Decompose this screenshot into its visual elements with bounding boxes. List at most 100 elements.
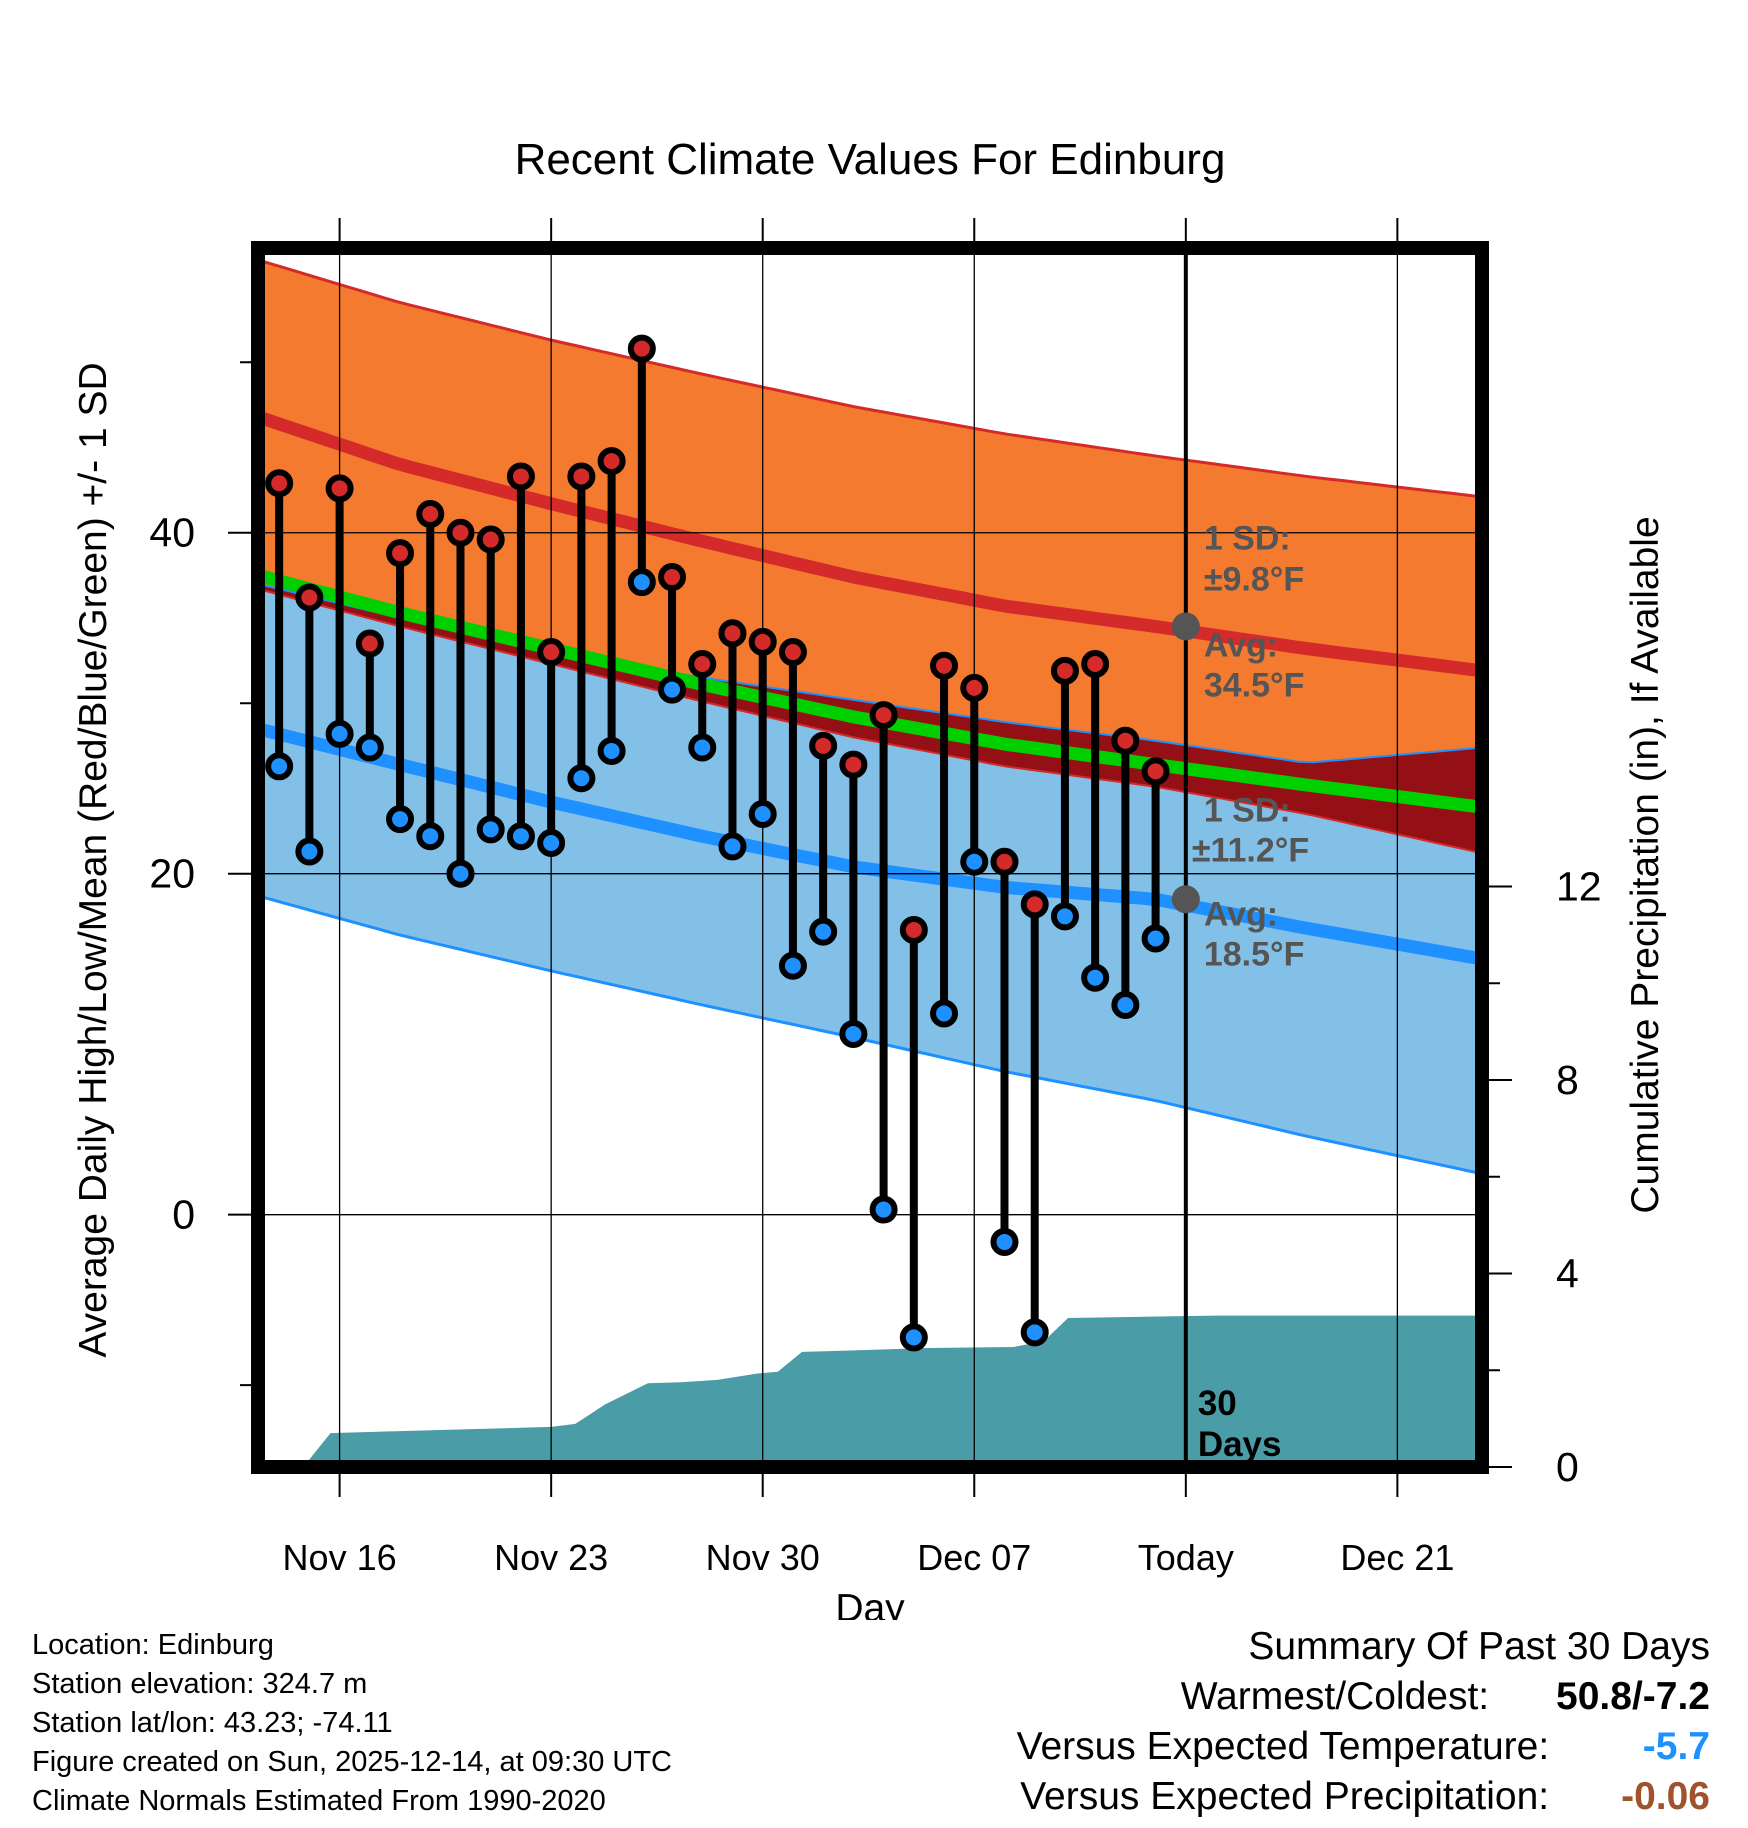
obs-high-point — [416, 499, 445, 528]
y2-tick-label: 12 — [1556, 864, 1602, 910]
obs-low-point — [597, 736, 626, 765]
obs-low-point — [627, 568, 656, 597]
obs-low-point — [476, 815, 505, 844]
obs-low-point — [1111, 990, 1140, 1019]
low-avg-value: 18.5°F — [1204, 935, 1305, 973]
obs-high-point — [386, 539, 415, 568]
high-avg-value: 34.5°F — [1204, 666, 1305, 704]
x-tick-label: Nov 16 — [283, 1537, 397, 1578]
temp-label: Versus Expected Temperature: — [1016, 1725, 1550, 1768]
obs-low-point — [809, 917, 838, 946]
obs-high-point — [265, 469, 294, 498]
created-text: Figure created on Sun, 2025-12-14, at 09… — [32, 1746, 672, 1778]
obs-high-point — [355, 629, 384, 658]
obs-low-point — [839, 1019, 868, 1048]
obs-high-point — [476, 525, 505, 554]
low-lower-sd-line — [258, 894, 1482, 1176]
obs-low-point — [567, 764, 596, 793]
obs-high-point — [839, 750, 868, 779]
obs-high-point — [658, 563, 687, 592]
high-sd-band — [258, 259, 1482, 763]
y-axis-label: Average Daily High/Low/Mean (Red/Blue/Gr… — [72, 362, 115, 1357]
precip-label: Versus Expected Precipitation: — [1020, 1775, 1550, 1818]
obs-high-point — [930, 651, 959, 680]
obs-low-point — [1141, 924, 1170, 953]
obs-high-point — [748, 627, 777, 656]
obs-low-point — [537, 829, 566, 858]
obs-low-point — [899, 1323, 928, 1352]
elevation-text: Station elevation: 324.7 m — [32, 1668, 368, 1700]
x-tick-label: Dec 07 — [917, 1537, 1031, 1578]
obs-high-point — [869, 701, 898, 730]
station-info: Location: Edinburg Station elevation: 32… — [32, 1626, 672, 1821]
axes: Nov 16 Nov 23 Nov 30 Dec 07 Today Dec 2102040… — [149, 218, 1602, 1578]
obs-low-point — [1050, 902, 1079, 931]
high-sd-value: ±9.8°F — [1204, 560, 1304, 598]
obs-high-point — [627, 334, 656, 363]
obs-low-point — [446, 859, 475, 888]
obs-low-point — [265, 752, 294, 781]
summary-precip-row: Versus Expected Precipitation: -0.06 — [1017, 1772, 1710, 1822]
obs-low-point — [658, 675, 687, 704]
high-sd-label: 1 SD: — [1204, 519, 1291, 557]
high-avg-marker — [1171, 612, 1200, 641]
obs-low-point — [960, 847, 989, 876]
obs-high-point — [1050, 656, 1079, 685]
obs-low-point — [930, 999, 959, 1028]
obs-high-point — [1111, 726, 1140, 755]
summary-panel: Summary Of Past 30 Days Warmest/Coldest:… — [1017, 1622, 1710, 1822]
obs-high-point — [325, 474, 354, 503]
obs-high-point — [718, 619, 747, 648]
obs-low-point — [506, 822, 535, 851]
latlon-text: Station lat/lon: 43.23; -74.11 — [32, 1707, 393, 1739]
y-tick-label: 0 — [172, 1192, 195, 1238]
chart-title: Recent Climate Values For Edinburg — [515, 135, 1226, 184]
obs-high-point — [506, 462, 535, 491]
obs-high-point — [778, 638, 807, 667]
precip-value: -0.06 — [1621, 1775, 1710, 1818]
obs-high-point — [597, 447, 626, 476]
summary-title: Summary Of Past 30 Days — [1248, 1625, 1710, 1668]
low-sd-label: 1 SD: — [1204, 791, 1291, 829]
plot-area — [258, 258, 1482, 1467]
obs-high-point — [1020, 890, 1049, 919]
obs-low-point — [990, 1227, 1019, 1256]
obs-low-point — [778, 951, 807, 980]
low-sd-band — [258, 589, 1482, 1174]
normal-high-line — [258, 410, 1482, 678]
high-avg-label: Avg: — [1204, 626, 1278, 664]
obs-low-point — [748, 800, 777, 829]
obs-high-point — [567, 462, 596, 491]
temp-value: -5.7 — [1642, 1725, 1710, 1768]
x-tick-label: Dec 21 — [1340, 1537, 1454, 1578]
plot-frame — [251, 241, 1489, 1474]
obs-high-point — [960, 673, 989, 702]
obs-low-point — [386, 805, 415, 834]
normals-text: Climate Normals Estimated From 1990-2020 — [32, 1785, 606, 1817]
y2-axis-label: Cumulative Precipitation (in), If Availa… — [1624, 516, 1667, 1213]
obs-low-point — [718, 832, 747, 861]
x-axis-label: Day — [835, 1587, 905, 1620]
obs-low-point — [688, 733, 717, 762]
obs-low-point — [325, 719, 354, 748]
x-tick-label: Nov 23 — [494, 1537, 608, 1578]
warmest-value: 50.8/-7.2 — [1556, 1675, 1710, 1718]
obs-low-point — [295, 837, 324, 866]
y2-tick-label: 8 — [1556, 1057, 1579, 1103]
obs-high-point — [537, 638, 566, 667]
obs-high-point — [1081, 649, 1110, 678]
obs-low-point — [1020, 1318, 1049, 1347]
y2-tick-label: 4 — [1556, 1251, 1579, 1297]
x-tick-label: Nov 30 — [706, 1537, 820, 1578]
obs-low-point — [1081, 963, 1110, 992]
precip-area — [279, 1315, 1482, 1467]
obs-low-point — [869, 1195, 898, 1224]
summary-temp-row: Versus Expected Temperature: -5.7 — [1017, 1722, 1710, 1772]
obs-high-point — [688, 649, 717, 678]
observations — [265, 334, 1170, 1352]
window-label-days: Days — [1198, 1425, 1282, 1464]
y-tick-label: 40 — [149, 510, 195, 556]
obs-low-point — [355, 733, 384, 762]
low-avg-label: Avg: — [1204, 895, 1278, 933]
